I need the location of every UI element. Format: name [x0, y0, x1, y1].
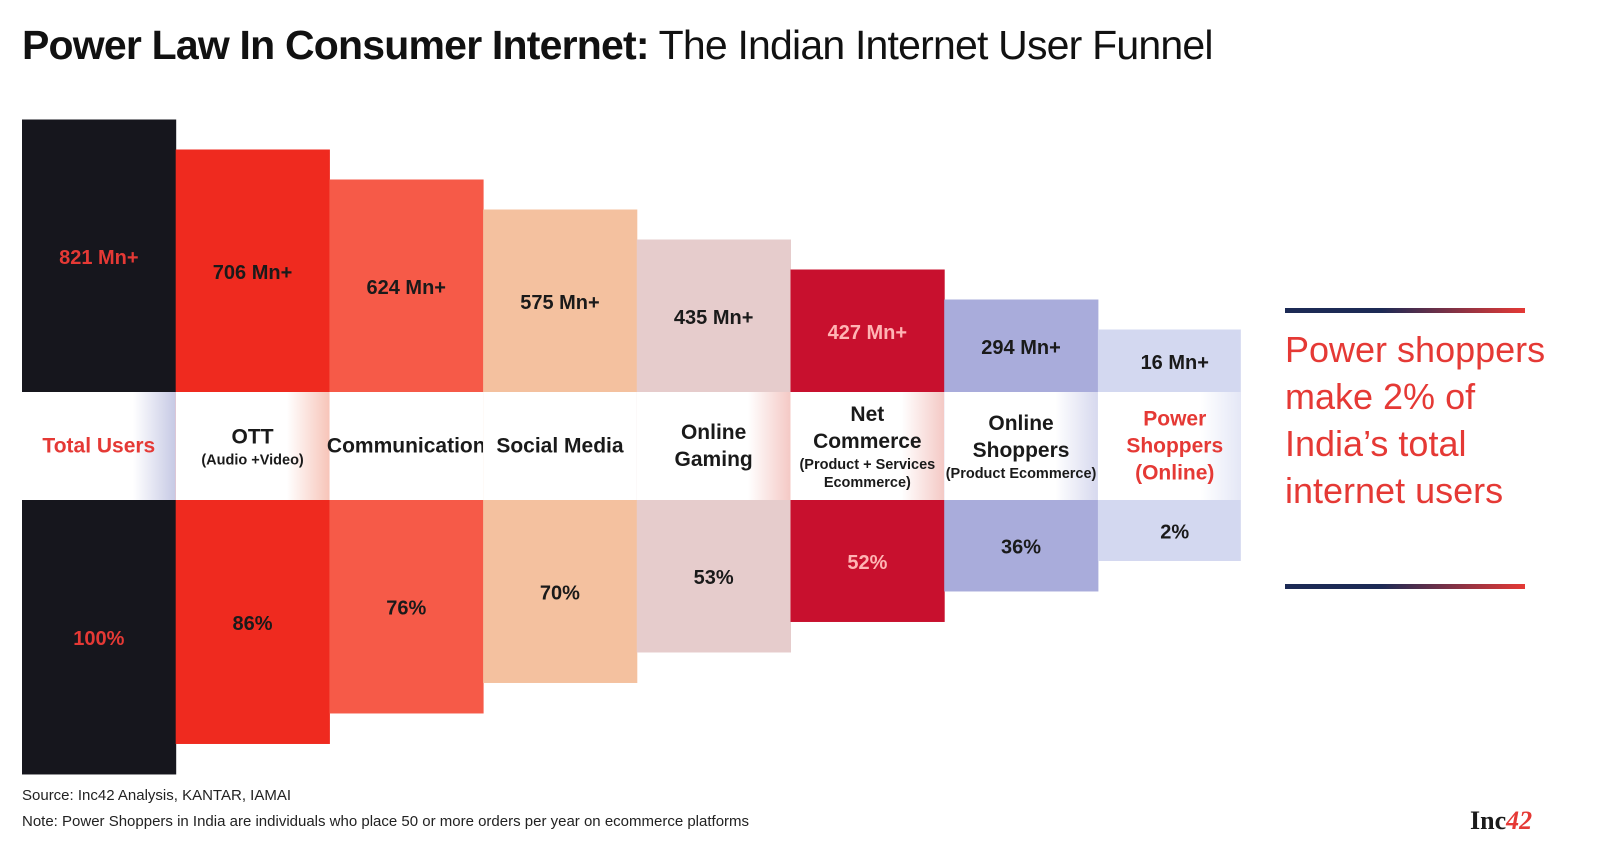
segment-percent-label: 52%	[847, 552, 887, 574]
segment-percent-label: 76%	[386, 598, 426, 620]
side-note-text: Power shoppers make 2% of India’s total …	[1285, 329, 1546, 511]
segment-category-label: Social Media	[496, 435, 624, 458]
segment-percent-label: 100%	[73, 628, 124, 650]
segment-value-label: 16 Mn+	[1141, 352, 1209, 374]
segment-sub-label: (Product + Services	[799, 457, 935, 473]
brand-accent: 42	[1506, 806, 1533, 835]
title-bold: Power Law In Consumer Internet:	[22, 22, 650, 68]
funnel-chart: 821 Mn+ 100% Total Users 706 Mn+ 86% OTT (Audi…	[22, 119, 1241, 775]
segment-category-label: Total Users	[42, 435, 155, 458]
label-band	[790, 392, 945, 500]
segment-category-label: Shoppers	[1126, 435, 1223, 458]
segment-category-label: Shoppers	[973, 439, 1070, 462]
segment-value-label: 294 Mn+	[981, 337, 1060, 359]
segment-percent-label: 86%	[233, 613, 273, 635]
label-band	[175, 392, 330, 500]
segment-category-label: Gaming	[675, 448, 753, 471]
segment-category-label: Online	[681, 421, 746, 444]
segment-value-label: 706 Mn+	[213, 262, 292, 284]
segment-category-label: Power	[1143, 408, 1206, 431]
segment-percent-label: 2%	[1160, 521, 1189, 543]
segment-value-label: 427 Mn+	[828, 322, 907, 344]
segment-value-label: 821 Mn+	[59, 247, 138, 269]
source-note: Source: Inc42 Analysis, KANTAR, IAMAI	[22, 787, 291, 804]
segment-percent-label: 36%	[1001, 537, 1041, 559]
footnote: Note: Power Shoppers in India are indivi…	[22, 813, 750, 830]
brand-main: Inc	[1470, 806, 1507, 835]
label-band	[483, 392, 638, 500]
segment-category-label: Commerce	[813, 430, 922, 453]
segment-category-label: Online	[988, 412, 1053, 435]
segment-category-label: OTT	[232, 426, 274, 449]
page-title: Power Law In Consumer Internet: The Indi…	[22, 22, 1213, 69]
side-note-top-rule	[1285, 308, 1525, 313]
segment-percent-label: 53%	[694, 567, 734, 589]
brand-logo: Inc42	[1470, 806, 1532, 836]
segment-value-label: 575 Mn+	[520, 292, 599, 314]
segment-category-label: Net	[850, 403, 884, 426]
segment-sub-label: (Audio +Video)	[201, 453, 304, 469]
label-band	[944, 392, 1099, 500]
label-band	[1097, 392, 1241, 500]
label-band	[22, 392, 177, 500]
segment-value-label: 435 Mn+	[674, 307, 753, 329]
side-note-bottom-rule	[1285, 584, 1525, 589]
label-band	[329, 392, 484, 500]
segment-value-label: 624 Mn+	[367, 277, 446, 299]
segment-category-label: Communication	[327, 435, 486, 458]
title-rest: The Indian Internet User Funnel	[648, 22, 1214, 68]
segment-sub-label: Ecommerce)	[824, 475, 911, 491]
label-band	[636, 392, 791, 500]
segment-percent-label: 70%	[540, 582, 580, 604]
segment-sub-label: (Product Ecommerce)	[946, 466, 1097, 482]
side-note: Power shoppers make 2% of India’s total …	[1285, 308, 1547, 589]
segment-category-label: (Online)	[1135, 462, 1214, 485]
